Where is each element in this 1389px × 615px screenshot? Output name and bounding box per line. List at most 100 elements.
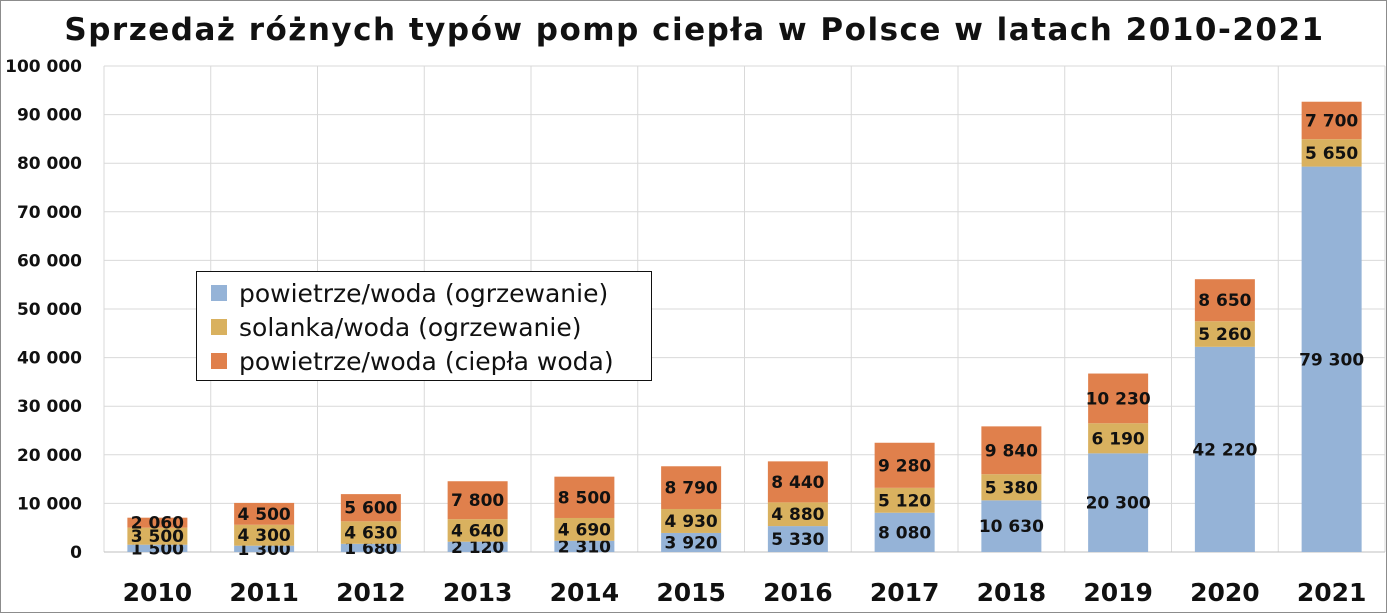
data-label-2015-series-2: 8 790 <box>665 479 718 499</box>
data-label-2019-series-1: 6 190 <box>1092 429 1145 449</box>
y-tick-label: 10 000 <box>17 494 82 514</box>
data-label-2016-series-2: 8 440 <box>771 473 824 493</box>
x-tick-label: 2015 <box>656 578 726 607</box>
y-tick-label: 90 000 <box>17 106 82 126</box>
bar-2010-series-2 <box>127 517 188 528</box>
x-tick-label: 2013 <box>443 578 513 607</box>
data-label-2018-series-2: 9 840 <box>985 441 1038 461</box>
legend-item-air-water-heating: powietrze/woda (ogrzewanie) <box>211 276 651 310</box>
data-label-2017-series-1: 5 120 <box>878 491 931 511</box>
data-label-2019-series-2: 10 230 <box>1086 389 1151 409</box>
x-tick-label: 2018 <box>977 578 1047 607</box>
bar-2018-series-2 <box>981 426 1042 475</box>
bar-2017-series-1 <box>874 487 935 513</box>
y-tick-label: 60 000 <box>17 251 82 271</box>
bar-2014-series-0 <box>554 540 615 552</box>
data-label-2012-series-2: 5 600 <box>344 499 397 519</box>
y-tick-label: 30 000 <box>17 397 82 417</box>
data-label-2014-series-0: 2 310 <box>558 537 611 557</box>
x-tick-label: 2016 <box>763 578 833 607</box>
legend-item-air-water-hot-water: powietrze/woda (ciepła woda) <box>211 344 651 378</box>
data-label-2015-series-0: 3 920 <box>665 533 718 553</box>
legend-swatch-air-water-hot-water <box>211 353 227 369</box>
data-label-2016-series-1: 4 880 <box>771 505 824 525</box>
bar-2018-series-1 <box>981 474 1042 501</box>
bar-2018-series-0 <box>981 500 1042 552</box>
bar-2020-series-1 <box>1194 321 1255 347</box>
bar-2019-series-0 <box>1088 453 1149 552</box>
data-label-2019-series-0: 20 300 <box>1086 494 1151 514</box>
data-label-2020-series-1: 5 260 <box>1198 325 1251 345</box>
legend-swatch-brine-water-heating <box>211 319 227 335</box>
data-label-2021-series-2: 7 700 <box>1305 111 1358 131</box>
data-label-2010-series-1: 3 500 <box>131 527 184 547</box>
bar-2017-series-0 <box>874 512 935 552</box>
bar-2013-series-0 <box>447 541 508 552</box>
bar-2014-series-1 <box>554 517 615 541</box>
x-tick-label: 2017 <box>870 578 940 607</box>
data-label-2016-series-0: 5 330 <box>771 530 824 550</box>
legend-swatch-air-water-heating <box>211 285 227 301</box>
bar-2010-series-0 <box>127 544 188 552</box>
bar-2012-series-0 <box>340 543 401 552</box>
bar-2015-series-1 <box>661 508 722 533</box>
data-label-2017-series-2: 9 280 <box>878 456 931 476</box>
data-label-2014-series-1: 4 690 <box>558 520 611 540</box>
bar-2020-series-0 <box>1194 346 1255 552</box>
data-label-2021-series-1: 5 650 <box>1305 144 1358 164</box>
legend-label-air-water-heating: powietrze/woda (ogrzewanie) <box>239 278 609 308</box>
data-label-2020-series-2: 8 650 <box>1198 291 1251 311</box>
data-label-2015-series-1: 4 930 <box>665 512 718 532</box>
y-tick-label: 100 000 <box>5 57 82 77</box>
bar-2012-series-1 <box>340 521 401 544</box>
bar-2021-series-0 <box>1301 166 1362 553</box>
data-label-2014-series-2: 8 500 <box>558 488 611 508</box>
x-tick-label: 2012 <box>336 578 406 607</box>
bar-2013-series-1 <box>447 519 508 542</box>
bar-2021-series-2 <box>1301 101 1362 140</box>
data-label-2012-series-1: 4 630 <box>344 524 397 544</box>
data-label-2017-series-0: 8 080 <box>878 523 931 543</box>
x-tick-label: 2019 <box>1083 578 1153 607</box>
bar-2015-series-0 <box>661 532 722 552</box>
data-label-2018-series-1: 5 380 <box>985 478 1038 498</box>
x-tick-label: 2010 <box>123 578 193 607</box>
bar-2016-series-0 <box>767 526 828 552</box>
legend: powietrze/woda (ogrzewanie) solanka/woda… <box>196 271 652 381</box>
bar-2013-series-2 <box>447 481 508 520</box>
bar-2012-series-2 <box>340 494 401 522</box>
bar-2011-series-2 <box>234 502 295 525</box>
data-label-2013-series-2: 7 800 <box>451 491 504 511</box>
bar-2019-series-2 <box>1088 373 1149 424</box>
chart-title: Sprzedaż różnych typów pomp ciepła w Pol… <box>64 12 1325 48</box>
data-label-2013-series-0: 2 120 <box>451 538 504 558</box>
y-tick-label: 70 000 <box>17 203 82 223</box>
bar-2017-series-2 <box>874 442 935 488</box>
bar-2010-series-1 <box>127 527 188 545</box>
data-label-2020-series-0: 42 220 <box>1192 440 1257 460</box>
y-tick-label: 0 <box>70 543 82 563</box>
bar-2015-series-2 <box>661 466 722 509</box>
data-label-2012-series-0: 1 680 <box>344 539 397 559</box>
data-label-2021-series-0: 79 300 <box>1299 350 1364 370</box>
legend-item-brine-water-heating: solanka/woda (ogrzewanie) <box>211 310 651 344</box>
data-label-2011-series-1: 4 300 <box>238 526 291 546</box>
bar-2020-series-2 <box>1194 279 1255 322</box>
y-tick-label: 80 000 <box>17 154 82 174</box>
x-tick-label: 2021 <box>1297 578 1367 607</box>
data-label-2011-series-2: 4 500 <box>238 505 291 525</box>
y-tick-label: 40 000 <box>17 349 82 369</box>
bar-2011-series-0 <box>234 545 295 552</box>
legend-label-air-water-hot-water: powietrze/woda (ciepła woda) <box>239 346 614 376</box>
x-tick-label: 2011 <box>229 578 299 607</box>
bar-2011-series-1 <box>234 524 295 546</box>
data-label-2010-series-2: 2 060 <box>131 514 184 534</box>
y-tick-label: 50 000 <box>17 300 82 320</box>
bar-2016-series-2 <box>767 461 828 503</box>
bar-2021-series-1 <box>1301 139 1362 167</box>
x-tick-label: 2020 <box>1190 578 1260 607</box>
x-tick-label: 2014 <box>550 578 620 607</box>
data-label-2018-series-0: 10 630 <box>979 517 1044 537</box>
